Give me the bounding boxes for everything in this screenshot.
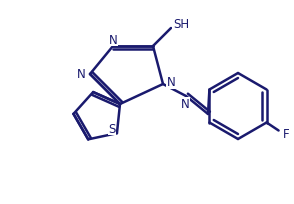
Text: S: S — [108, 122, 116, 135]
Text: F: F — [283, 127, 290, 140]
Text: N: N — [181, 98, 189, 111]
Text: N: N — [108, 33, 117, 46]
Text: N: N — [77, 68, 85, 81]
Text: N: N — [167, 76, 176, 89]
Text: SH: SH — [173, 17, 189, 30]
